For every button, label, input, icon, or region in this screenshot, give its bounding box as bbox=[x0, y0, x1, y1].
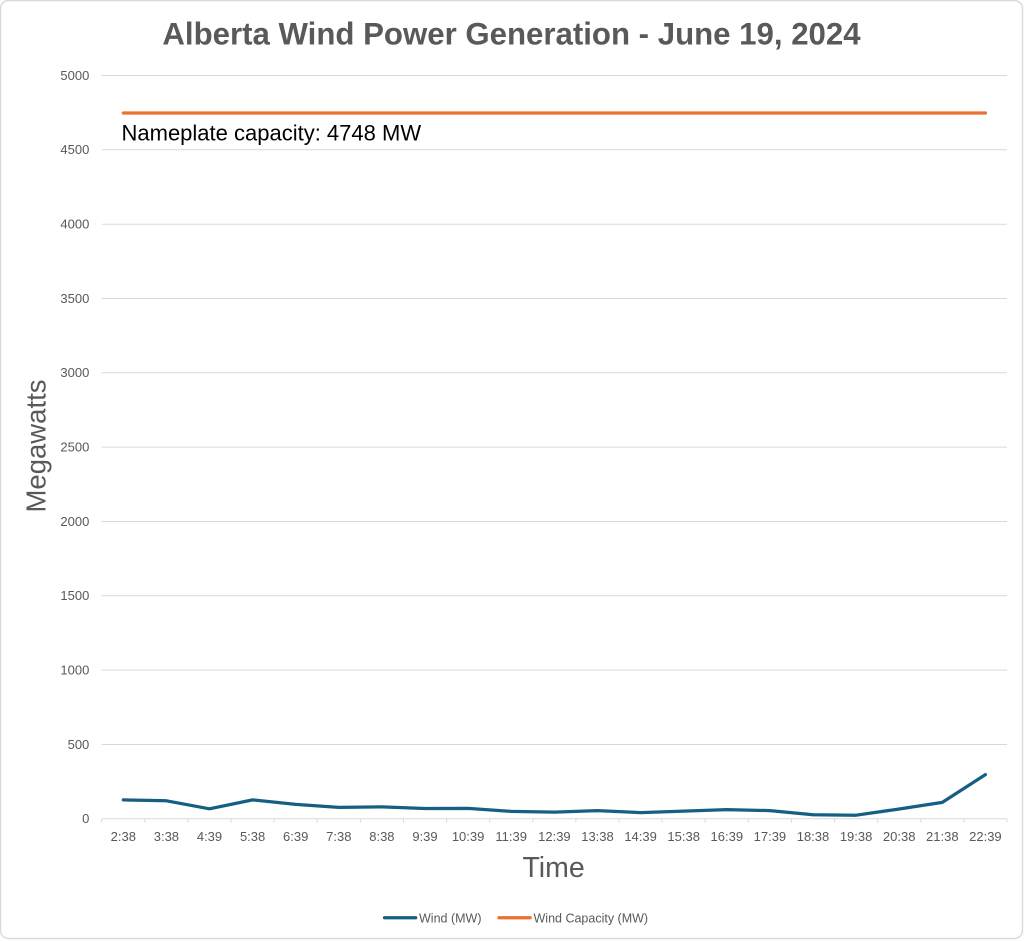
svg-text:Wind Capacity (MW): Wind Capacity (MW) bbox=[534, 911, 649, 925]
svg-text:15:38: 15:38 bbox=[667, 829, 700, 844]
svg-text:20:38: 20:38 bbox=[883, 829, 916, 844]
svg-text:9:39: 9:39 bbox=[412, 829, 437, 844]
svg-text:3500: 3500 bbox=[60, 291, 89, 306]
svg-text:17:39: 17:39 bbox=[754, 829, 787, 844]
svg-text:Megawatts: Megawatts bbox=[20, 380, 51, 513]
svg-text:Time: Time bbox=[522, 852, 584, 884]
svg-text:Nameplate capacity: 4748 MW: Nameplate capacity: 4748 MW bbox=[122, 120, 422, 145]
svg-text:1000: 1000 bbox=[60, 663, 89, 678]
svg-text:13:38: 13:38 bbox=[581, 829, 614, 844]
svg-text:Wind (MW): Wind (MW) bbox=[419, 911, 482, 925]
svg-text:18:38: 18:38 bbox=[797, 829, 830, 844]
svg-text:2:38: 2:38 bbox=[111, 829, 136, 844]
svg-text:500: 500 bbox=[68, 737, 90, 752]
svg-text:4:39: 4:39 bbox=[197, 829, 222, 844]
svg-text:3000: 3000 bbox=[60, 365, 89, 380]
svg-text:1500: 1500 bbox=[60, 588, 89, 603]
svg-text:10:39: 10:39 bbox=[452, 829, 485, 844]
svg-text:12:39: 12:39 bbox=[538, 829, 571, 844]
svg-text:0: 0 bbox=[82, 811, 89, 826]
svg-text:5000: 5000 bbox=[60, 68, 89, 83]
svg-text:6:39: 6:39 bbox=[283, 829, 308, 844]
svg-text:4000: 4000 bbox=[60, 217, 89, 232]
svg-text:5:38: 5:38 bbox=[240, 829, 265, 844]
svg-text:16:39: 16:39 bbox=[711, 829, 744, 844]
svg-text:11:39: 11:39 bbox=[495, 829, 527, 844]
svg-text:14:39: 14:39 bbox=[624, 829, 657, 844]
svg-text:4500: 4500 bbox=[60, 142, 89, 157]
svg-text:21:38: 21:38 bbox=[926, 829, 959, 844]
svg-text:22:39: 22:39 bbox=[969, 829, 1002, 844]
svg-text:8:38: 8:38 bbox=[369, 829, 394, 844]
svg-text:2000: 2000 bbox=[60, 514, 89, 529]
svg-text:3:38: 3:38 bbox=[154, 829, 179, 844]
svg-text:7:38: 7:38 bbox=[326, 829, 351, 844]
svg-text:Alberta Wind Power Generation: Alberta Wind Power Generation - June 19,… bbox=[162, 17, 861, 52]
svg-text:19:38: 19:38 bbox=[840, 829, 873, 844]
svg-text:2500: 2500 bbox=[60, 440, 89, 455]
